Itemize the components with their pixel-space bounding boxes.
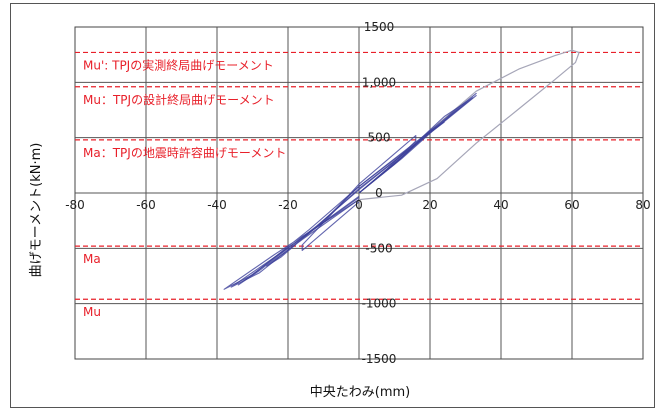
hysteresis-cycle xyxy=(237,97,474,286)
reference-label: Mu xyxy=(83,305,101,319)
reference-lines xyxy=(75,51,643,300)
final-cycle-line xyxy=(358,49,580,201)
tick-labels: -80 -60 -40 -20 0 20 40 60 80 1500 1,000 500 0 -500 -1… xyxy=(65,20,650,366)
x-tick-label: -20 xyxy=(278,198,298,212)
reference-label: Mu': TPJの実測終局曲げモーメント xyxy=(83,57,274,72)
grid xyxy=(74,26,644,360)
x-axis-label: 中央たわみ(mm) xyxy=(310,385,410,400)
reference-label: Mu：TPJの設計終局曲げモーメント xyxy=(83,92,275,107)
y-tick-label: 0 xyxy=(375,186,383,200)
x-tick-label: 80 xyxy=(635,198,650,212)
y-tick-label: 1,000 xyxy=(362,75,396,89)
x-tick-label: -80 xyxy=(65,198,85,212)
y-tick-label: -1500 xyxy=(362,352,397,366)
y-tick-label: -1000 xyxy=(362,297,397,311)
reference-label: Ma：TPJの地震時許容曲げモーメント xyxy=(83,145,286,160)
y-tick-label: 1500 xyxy=(364,20,395,34)
reference-label: Ma xyxy=(83,252,101,266)
x-tick-label: 40 xyxy=(493,198,508,212)
x-tick-label: -40 xyxy=(207,198,227,212)
x-tick-label: 20 xyxy=(422,198,437,212)
series-layer xyxy=(223,49,580,290)
x-tick-label: 60 xyxy=(564,198,579,212)
x-tick-label: 0 xyxy=(355,198,363,212)
y-tick-label: 500 xyxy=(368,131,391,145)
annotation-labels: Mu': TPJの実測終局曲げモーメント Mu：TPJの設計終局曲げモーメント Ma… xyxy=(83,57,286,319)
chart-frame xyxy=(10,3,655,408)
y-axis-label: 曲げモーメント(kN·m) xyxy=(29,143,44,278)
x-tick-label: -60 xyxy=(136,198,156,212)
y-tick-label: -500 xyxy=(365,241,392,255)
